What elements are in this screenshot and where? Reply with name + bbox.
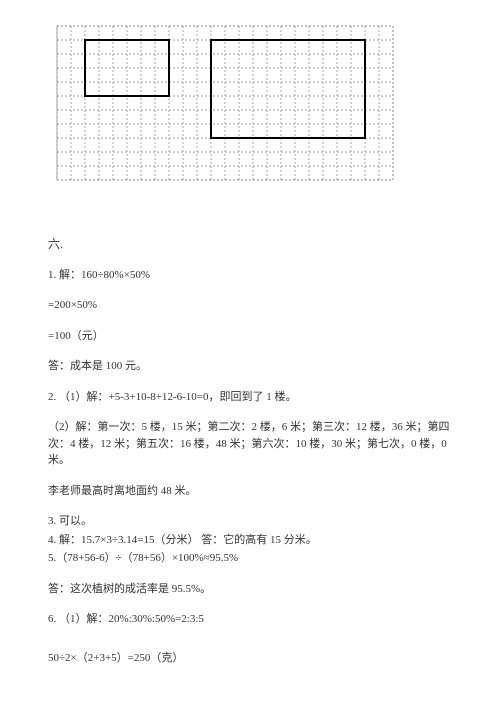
q2-part2: （2）解：第一次：5 楼，15 米；第二次：2 楼，6 米；第三次：12 楼，3… [48, 419, 452, 469]
q1-answer: 答：成本是 100 元。 [48, 358, 452, 375]
q5-answer: 答：这次植树的成活率是 95.5%。 [48, 581, 452, 598]
section-header: 六. [48, 235, 452, 253]
q1-line3: =100（元） [48, 328, 452, 345]
q2-part3: 李老师最高时离地面约 48 米。 [48, 483, 452, 500]
q4: 4. 解：15.7×3÷3.14=15（分米） 答：它的高有 15 分米。 [48, 532, 452, 549]
grid-figure [56, 25, 452, 187]
q6-line2: 50÷2×（2+3+5）=250（克） [48, 650, 452, 667]
grid-svg [56, 25, 394, 181]
q1-line2: =200×50% [48, 297, 452, 314]
q2-part1: 2. （1）解：+5-3+10-8+12-6-10=0，即回到了 1 楼。 [48, 389, 452, 406]
q3: 3. 可以。 [48, 513, 452, 530]
q1-line1: 1. 解：160÷80%×50% [48, 267, 452, 284]
q6-line1: 6. （1）解：20%:30%:50%=2:3:5 [48, 611, 452, 628]
q5-line1: 5.（78+56-6）÷（78+56）×100%≈95.5% [48, 550, 452, 567]
